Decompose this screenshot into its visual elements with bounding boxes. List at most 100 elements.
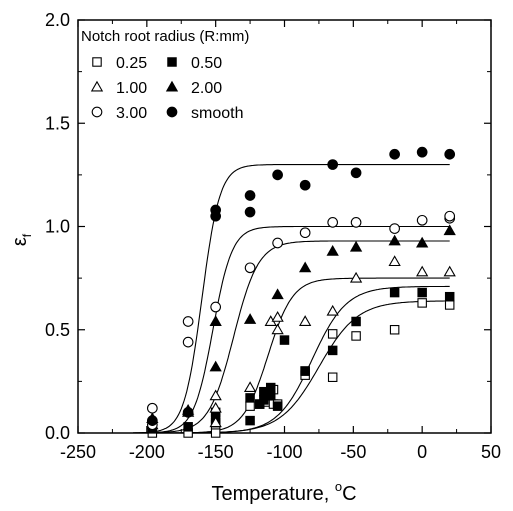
data-point-1.00 — [243, 381, 257, 393]
data-point-0.50 — [265, 391, 276, 401]
data-point-3.00 — [182, 336, 194, 348]
y-tick-label: 0.0 — [45, 423, 70, 443]
y-tick-label: 2.0 — [45, 10, 70, 30]
data-point-smooth — [389, 148, 400, 160]
x-tick-label: -150 — [198, 442, 234, 462]
data-point-0.50 — [300, 366, 310, 376]
y-tick-label: 0.5 — [45, 320, 70, 340]
data-point-3.00 — [146, 402, 158, 414]
legend-title: Notch root radius (R:mm) — [81, 28, 249, 45]
data-point-smooth — [182, 407, 194, 418]
data-point-0.50 — [444, 291, 455, 302]
x-axis-title-degree: o — [335, 479, 342, 494]
legend: Notch root radius (R:mm) 0.25 0.50 1.00 2.0… — [81, 28, 249, 122]
data-point-3.00 — [350, 217, 362, 228]
data-point-2.00 — [243, 313, 257, 324]
data-point-1.00 — [209, 416, 222, 428]
data-point-0.25 — [351, 331, 361, 341]
y-tick-label: 1.5 — [45, 113, 70, 133]
legend-marker-1.00 — [90, 80, 104, 92]
data-point-0.25 — [417, 298, 427, 308]
x-axis-title-unit: C — [342, 483, 356, 505]
data-point-2.00 — [299, 261, 312, 273]
data-point-1.00 — [416, 265, 429, 277]
x-tick-label: 0 — [417, 442, 427, 462]
data-point-2.00 — [326, 244, 339, 256]
data-point-smooth — [444, 148, 456, 160]
x-axis-title-base: Temperature, — [211, 483, 334, 505]
data-point-2.00 — [209, 360, 222, 372]
data-point-1.00 — [209, 401, 222, 413]
legend-marker-0.50 — [167, 57, 177, 67]
y-axis-title-subscript: f — [20, 233, 34, 237]
data-point-1.00 — [299, 315, 312, 326]
data-point-1.00 — [388, 255, 401, 267]
data-point-0.25 — [210, 428, 221, 438]
data-point-0.50 — [417, 287, 427, 298]
data-point-smooth — [210, 204, 222, 216]
x-tick-label: -250 — [60, 442, 96, 462]
data-point-smooth — [244, 206, 256, 218]
data-points — [146, 146, 456, 438]
data-point-0.50 — [183, 422, 193, 432]
data-point-0.50 — [389, 287, 400, 298]
data-point-2.00 — [443, 224, 456, 236]
data-point-smooth — [350, 167, 362, 179]
data-point-2.00 — [416, 236, 429, 248]
data-point-0.50 — [279, 335, 290, 345]
fit-curve-3.00 — [133, 225, 450, 434]
legend-label-0.50: 0.50 — [191, 55, 222, 72]
data-point-1.00 — [271, 311, 284, 322]
x-axis-title: Temperature, oC — [211, 479, 356, 505]
data-point-1.00 — [271, 323, 284, 335]
data-point-0.25 — [327, 372, 338, 382]
data-point-0.50 — [245, 415, 255, 426]
data-point-2.00 — [388, 234, 401, 246]
data-point-3.00 — [444, 210, 456, 222]
fit-curve-0.25 — [133, 300, 450, 434]
axis-ticks — [77, 19, 492, 434]
legend-label-2.00: 2.00 — [191, 80, 222, 97]
data-point-1.00 — [209, 389, 222, 401]
x-tick-label: 50 — [481, 442, 501, 462]
data-point-3.00 — [299, 227, 311, 239]
data-point-smooth — [327, 159, 339, 170]
data-point-0.25 — [245, 401, 255, 411]
data-point-3.00 — [210, 301, 222, 313]
data-point-3.00 — [244, 262, 256, 274]
data-point-smooth — [416, 146, 428, 158]
data-point-0.50 — [327, 345, 338, 356]
data-point-0.50 — [265, 382, 276, 393]
y-axis-title: εf — [9, 233, 34, 246]
data-point-0.50 — [272, 401, 283, 411]
data-point-0.50 — [245, 393, 255, 403]
data-point-0.50 — [351, 316, 361, 327]
fit-curves — [133, 164, 450, 434]
y-axis-title-base: ε — [9, 237, 31, 246]
data-point-3.00 — [389, 223, 400, 234]
data-point-2.00 — [209, 315, 222, 326]
data-point-2.00 — [271, 288, 284, 300]
axis-tick-labels: -250 -200 -150 -100 -50 0 50 0.0 0.5 1.0 1.5 2.0 — [45, 10, 501, 462]
data-point-3.00 — [416, 214, 428, 226]
x-tick-label: -200 — [129, 442, 165, 462]
legend-marker-3.00 — [91, 106, 103, 118]
legend-marker-2.00 — [165, 80, 179, 92]
data-point-smooth — [244, 190, 256, 201]
data-point-smooth — [299, 179, 311, 191]
legend-label-1.00: 1.00 — [116, 80, 147, 97]
data-point-2.00 — [349, 240, 363, 252]
data-point-1.00 — [443, 265, 456, 277]
legend-label-0.25: 0.25 — [116, 55, 147, 72]
legend-label-3.00: 3.00 — [116, 105, 147, 122]
data-point-3.00 — [327, 217, 339, 228]
fit-curve-smooth — [133, 164, 450, 434]
data-point-0.25 — [327, 329, 338, 339]
legend-label-smooth: smooth — [191, 105, 243, 122]
data-point-0.25 — [444, 300, 455, 310]
x-tick-label: -50 — [340, 442, 366, 462]
data-point-smooth — [146, 415, 158, 426]
x-tick-label: -100 — [266, 442, 302, 462]
y-tick-label: 1.0 — [45, 217, 70, 237]
